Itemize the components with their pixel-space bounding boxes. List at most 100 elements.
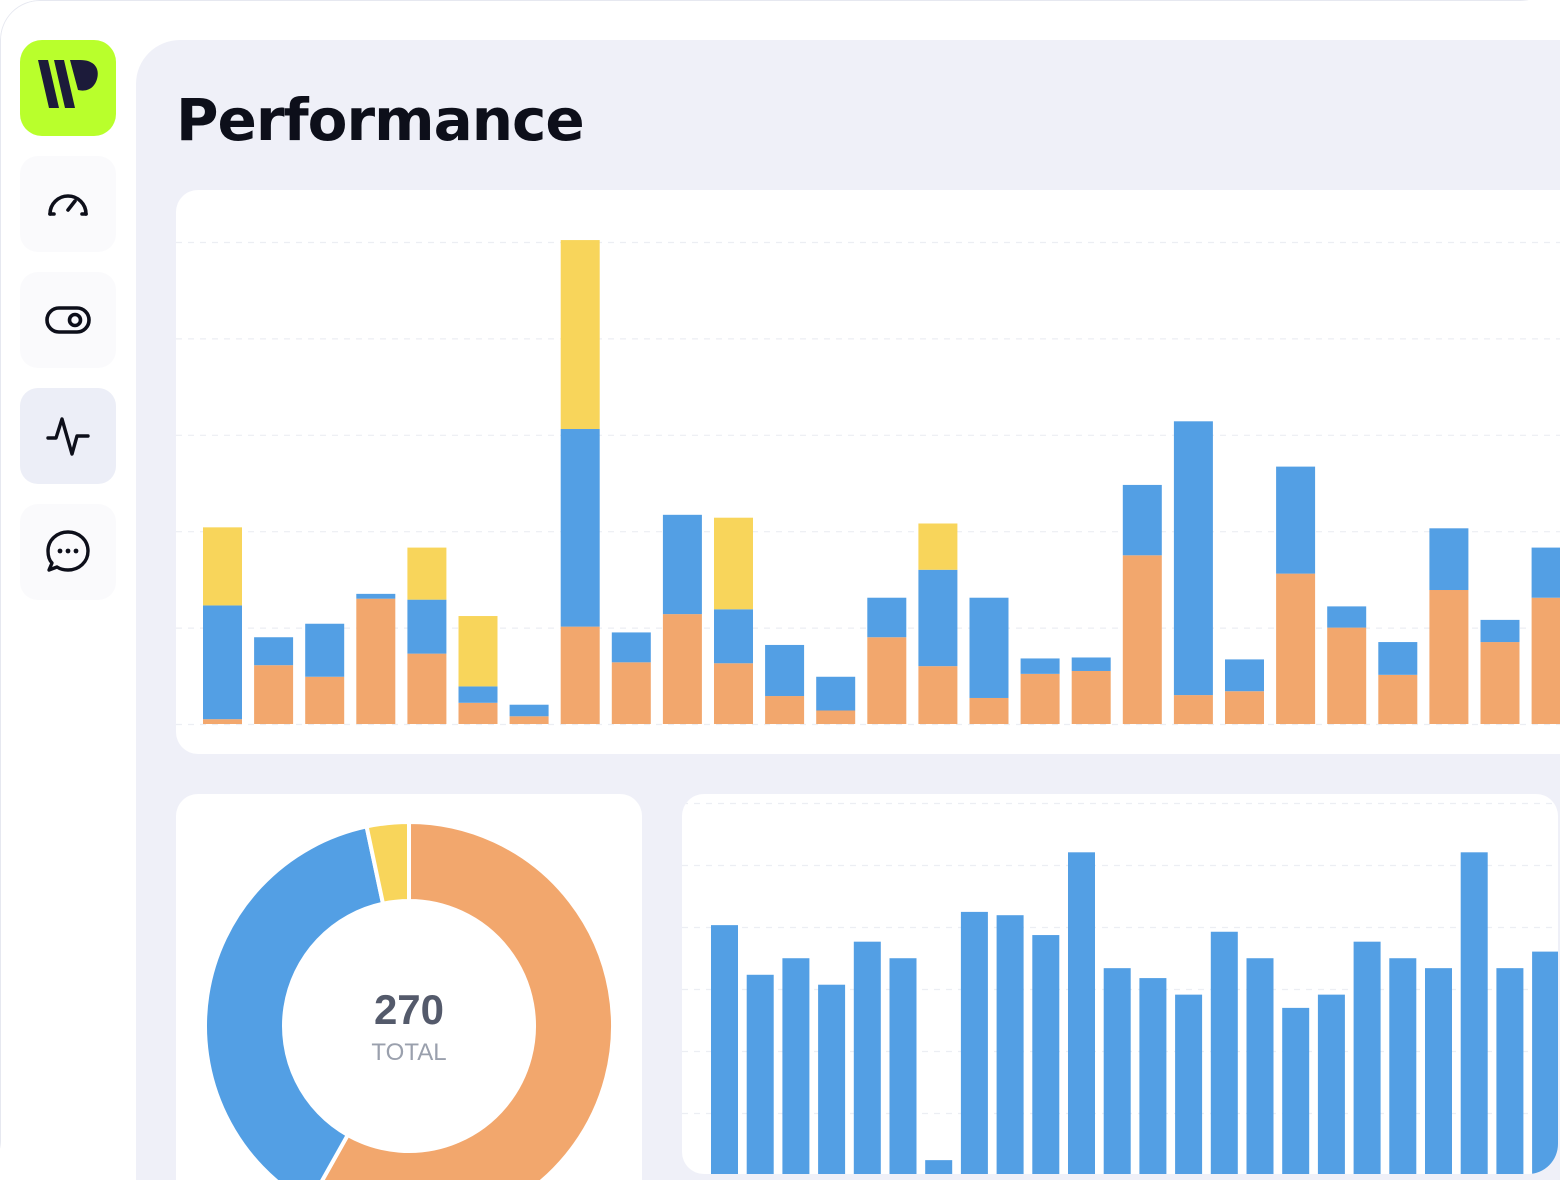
bar-segment xyxy=(1020,673,1060,724)
bar xyxy=(853,941,881,1174)
bar-segment xyxy=(560,429,600,627)
bar-segment xyxy=(203,605,242,720)
bar xyxy=(1317,994,1345,1174)
bar-segment xyxy=(356,598,396,724)
bar-segment xyxy=(867,637,907,724)
bar-segment xyxy=(203,719,242,724)
bar-segment xyxy=(1071,657,1111,671)
bar xyxy=(711,925,738,1174)
bar xyxy=(1353,941,1381,1174)
activity-icon xyxy=(46,417,90,456)
donut-slice xyxy=(320,819,615,1180)
bar-segment xyxy=(918,523,958,570)
stacked-bar-chart xyxy=(176,240,1560,726)
gauge-icon xyxy=(48,194,88,216)
bar xyxy=(925,1160,953,1174)
donut-chart: 270 TOTAL xyxy=(203,819,615,1180)
bar xyxy=(1532,951,1558,1174)
bar xyxy=(1210,931,1238,1174)
bar xyxy=(1068,852,1095,1174)
bar-segment xyxy=(407,653,447,724)
bar xyxy=(1425,968,1452,1174)
bar-segment xyxy=(1378,642,1418,675)
bar-segment xyxy=(1173,421,1213,696)
bar xyxy=(746,974,774,1174)
bar xyxy=(1032,935,1060,1174)
bar xyxy=(889,958,917,1174)
donut-total-value: 270 xyxy=(374,986,444,1033)
donut-slice xyxy=(203,824,386,1180)
bar-segment xyxy=(458,616,498,687)
bar-segment xyxy=(1122,555,1162,724)
bar-segment xyxy=(611,632,651,663)
bar-segment xyxy=(560,626,600,724)
bar-segment xyxy=(816,710,856,724)
bar xyxy=(996,915,1024,1174)
bar-segment xyxy=(305,676,345,724)
bar-segment xyxy=(1122,484,1162,556)
bar-segment xyxy=(1276,573,1316,724)
bar-segment xyxy=(714,609,753,664)
bar-segment xyxy=(918,666,958,724)
page-title: Performance xyxy=(176,86,585,154)
bar-segment xyxy=(1020,658,1060,674)
bar-segment xyxy=(969,597,1009,698)
bar-segment xyxy=(1378,674,1418,724)
sidebar-item-settings[interactable] xyxy=(20,272,116,368)
app-logo[interactable] xyxy=(20,40,116,136)
bar-segment xyxy=(356,593,396,599)
sidebar-item-messages[interactable] xyxy=(20,504,116,600)
bar xyxy=(960,911,988,1174)
bar-segment xyxy=(1173,695,1213,724)
bar-segment xyxy=(1480,619,1520,643)
bar xyxy=(818,984,846,1174)
bar-segment xyxy=(254,637,294,666)
bar-segment xyxy=(1225,691,1264,724)
bar xyxy=(1103,968,1131,1174)
stacked-bar-chart-card xyxy=(176,190,1560,754)
bar-chart-card xyxy=(682,794,1558,1174)
bar xyxy=(1460,852,1488,1174)
bar-segment xyxy=(254,665,294,724)
donut-slice xyxy=(364,819,411,907)
bar-segment xyxy=(1327,627,1367,724)
bar-segment xyxy=(765,696,805,724)
bar-segment xyxy=(1225,659,1264,692)
bar-segment xyxy=(1480,642,1520,724)
bar xyxy=(1496,968,1524,1174)
sidebar-item-performance[interactable] xyxy=(20,388,116,484)
bar-segment xyxy=(407,547,447,600)
bar-chart xyxy=(682,802,1558,1174)
bar-segment xyxy=(714,663,753,724)
bar xyxy=(1175,994,1203,1174)
bar-segment xyxy=(1327,606,1367,628)
bar xyxy=(1139,978,1167,1174)
bar-segment xyxy=(509,716,549,724)
donut-chart-card: 270 TOTAL xyxy=(176,794,642,1180)
bar-segment xyxy=(765,644,805,697)
bar-segment xyxy=(662,514,702,615)
bar-segment xyxy=(203,527,242,606)
bar-segment xyxy=(560,240,600,430)
bar-segment xyxy=(867,597,907,638)
bar-segment xyxy=(458,702,498,724)
logo-mark-icon xyxy=(38,60,98,108)
bar-segment xyxy=(1071,670,1111,724)
bar xyxy=(782,958,810,1174)
toggle-icon xyxy=(45,306,91,334)
bar-segment xyxy=(407,599,447,654)
bar-segment xyxy=(918,569,958,667)
bar-segment xyxy=(305,623,345,677)
sidebar-item-dashboard[interactable] xyxy=(20,156,116,252)
bar-segment xyxy=(816,676,856,711)
bar-segment xyxy=(611,662,651,724)
bar-segment xyxy=(509,704,549,717)
bar-segment xyxy=(969,697,1009,724)
bar-segment xyxy=(458,686,498,703)
bar xyxy=(1246,958,1274,1174)
bar-segment xyxy=(714,517,753,610)
bar-segment xyxy=(1531,597,1560,724)
bar xyxy=(1282,1007,1310,1174)
